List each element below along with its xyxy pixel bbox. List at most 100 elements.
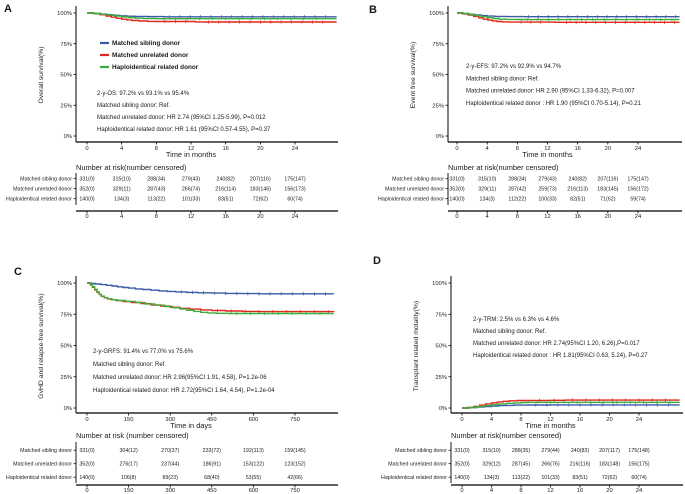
x-tick-label: 20	[257, 146, 263, 152]
y-axis-label: Event free survival(%)	[410, 42, 417, 108]
km-curve-unrelated	[457, 12, 680, 23]
risk-count: 259(73)	[538, 187, 556, 193]
risk-row-label: Matched unrelated donor	[388, 462, 447, 468]
x-tick-label: 0	[455, 146, 458, 152]
risk-count: 207(117)	[599, 448, 620, 454]
x-tick-label: 4	[486, 146, 490, 152]
risk-count: 352(0)	[79, 187, 95, 193]
risk-axis-label: 0	[85, 488, 88, 494]
risk-count: 140(0)	[79, 475, 95, 481]
legend-label-haplo: Haploidentical related donor	[112, 64, 199, 71]
x-tick-label: 0	[460, 417, 463, 423]
risk-count: 175(147)	[627, 177, 648, 183]
risk-count: 240(83)	[571, 448, 589, 454]
risk-count: 113(22)	[512, 475, 530, 481]
risk-row-label: Matched unrelated donor	[385, 187, 444, 193]
risk-axis-label: 300	[165, 488, 175, 494]
y-tick-label: 0%	[436, 134, 444, 140]
x-tick-label: 16	[574, 146, 580, 152]
stats-line: Matched unrelated donor: HR 2.90 (95%CI …	[466, 89, 635, 95]
risk-count: 101(33)	[182, 197, 200, 203]
km-curve-haplo	[87, 12, 337, 20]
panel-letter: C	[14, 266, 22, 278]
x-tick-label: 12	[544, 146, 550, 152]
risk-axis-label: 20	[257, 214, 263, 220]
stats-line: 2-y-TRM: 2.5% vs 6.3% vs 4.6%	[473, 317, 560, 323]
panel-D-transplant-related-mortality: D Transplant related motality(%) 0% 25% 50% 7…	[373, 255, 683, 494]
risk-count: 233(72)	[203, 448, 221, 454]
y-axis-label: Overall survival(%)	[38, 46, 45, 103]
legend-label-unrelated: Matched unrelated donor	[112, 52, 189, 59]
risk-count: 183(146)	[250, 187, 271, 193]
risk-count: 83(51)	[572, 475, 588, 481]
risk-count: 288(35)	[512, 448, 530, 454]
risk-count: 266(74)	[182, 187, 200, 193]
risk-axis-label: 0	[85, 214, 88, 220]
risk-row-label: Matched sibling donor	[20, 448, 72, 454]
stats-line: Haploidentical related donor: HR 1.61 (9…	[97, 127, 271, 133]
risk-row-label: Matched unrelated donor	[13, 462, 72, 468]
risk-table-title: Number at risk(number censored)	[451, 431, 562, 440]
risk-count: 112(22)	[508, 197, 526, 203]
risk-count: 156(173)	[284, 187, 305, 193]
x-tick-label: 4	[490, 417, 494, 423]
x-axis-label: Time in months	[522, 150, 573, 159]
risk-count: 329(12)	[482, 462, 500, 468]
y-axis-label: Transplant related motality(%)	[413, 301, 420, 391]
risk-axis-label: 12	[544, 214, 550, 220]
stats-line: Matched unrelated donor: HR 2.74(95%CI 1…	[473, 341, 640, 347]
risk-table-title: Number at risk(number censored)	[448, 163, 559, 172]
stats-line: Haploidentical related donor: HR 2.72(95…	[93, 388, 275, 394]
risk-count: 352(0)	[449, 187, 465, 193]
risk-count: 276(17)	[119, 462, 137, 468]
x-tick-label: 600	[249, 417, 259, 423]
risk-count: 100(33)	[538, 197, 556, 203]
risk-count: 331(0)	[454, 448, 470, 454]
stats-line: Haploidentical related donor : HR 1.81(9…	[473, 353, 648, 359]
y-tick-label: 100%	[57, 11, 72, 17]
risk-axis-label: 150	[124, 488, 134, 494]
risk-count: 72(62)	[602, 475, 618, 481]
stats-line: Matched sibling donor: Ref.	[93, 362, 166, 368]
panel-B-event-free-survival: B Event free survival(%) 0% 25% 50% 75% 100% 0 4…	[369, 4, 682, 220]
stats-line: Matched sibling donor: Ref.	[466, 76, 539, 82]
x-tick-label: 20	[606, 417, 612, 423]
risk-count: 156(175)	[628, 462, 649, 468]
y-tick-label: 0%	[439, 406, 447, 412]
risk-count: 331(0)	[79, 177, 95, 183]
risk-axis-label: 600	[249, 488, 259, 494]
risk-count: 175(148)	[628, 448, 649, 454]
risk-count: 279(43)	[182, 177, 200, 183]
risk-axis-label: 20	[605, 214, 611, 220]
risk-row-label: Matched sibling donor	[20, 177, 72, 183]
x-tick-label: 16	[577, 417, 583, 423]
risk-count: 240(82)	[217, 177, 235, 183]
panel-letter: D	[373, 255, 381, 267]
km-curve-unrelated	[462, 399, 680, 409]
y-tick-label: 50%	[60, 73, 72, 79]
risk-axis-label: 0	[460, 488, 463, 494]
risk-row-label: Matched sibling donor	[395, 448, 447, 454]
x-tick-label: 0	[85, 417, 88, 423]
x-tick-label: 300	[165, 417, 175, 423]
risk-axis-label: 16	[574, 214, 580, 220]
risk-count: 123(152)	[284, 462, 305, 468]
risk-row-label: Haploidentical related donor	[381, 475, 447, 481]
x-tick-label: 12	[188, 146, 194, 152]
risk-axis-label: 8	[519, 488, 522, 494]
y-tick-label: 0%	[64, 406, 72, 412]
y-tick-label: 75%	[435, 312, 447, 318]
risk-count: 315(10)	[482, 448, 500, 454]
risk-count: 270(37)	[161, 448, 179, 454]
risk-axis-label: 16	[222, 214, 228, 220]
risk-count: 315(10)	[113, 177, 131, 183]
risk-count: 288(34)	[147, 177, 165, 183]
risk-count: 113(22)	[147, 197, 165, 203]
x-tick-label: 150	[124, 417, 134, 423]
risk-row-label: Haploidentical related donor	[6, 475, 72, 481]
risk-count: 106(8)	[121, 475, 137, 481]
risk-count: 240(82)	[569, 177, 587, 183]
x-tick-label: 750	[290, 417, 300, 423]
risk-row-label: Haploidentical related donor	[378, 197, 444, 203]
